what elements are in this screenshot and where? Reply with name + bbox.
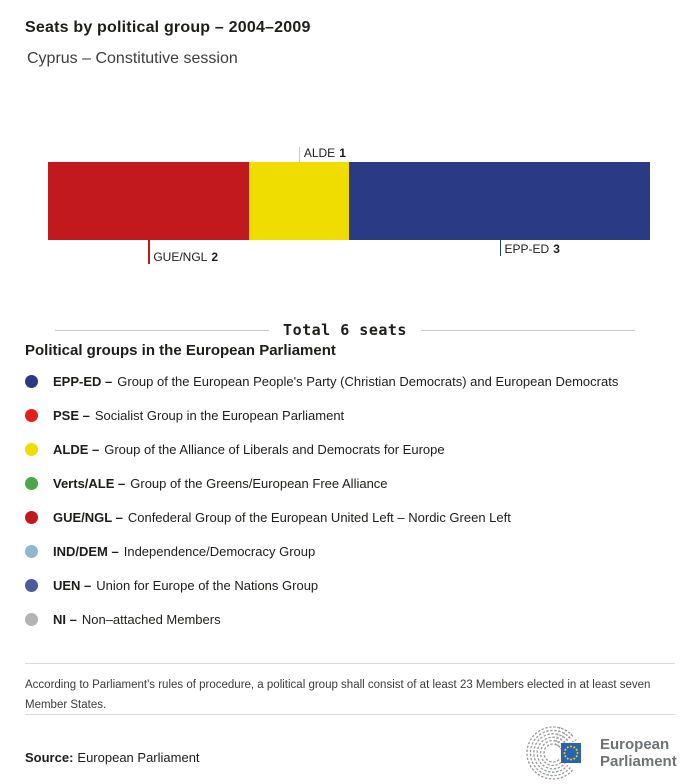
- legend-dot-verts-ale: [25, 476, 38, 490]
- bar-tick-gue-ngl: [148, 240, 150, 264]
- legend-dot-epp-ed: [25, 374, 38, 388]
- legend-dot-alde: [25, 442, 38, 456]
- seats-chart: GUE/NGL 2 ALDE 1 EPP-ED 3: [48, 140, 650, 270]
- legend-item-name: UEN –: [53, 577, 92, 593]
- legend-item-name: NI –: [53, 611, 77, 627]
- footnote-divider-bottom: [25, 714, 675, 715]
- legend-item-desc: Group of the European People's Party (Ch…: [117, 373, 619, 389]
- hemicycle-icon: [526, 726, 581, 780]
- source-line: Source: European Parliament: [25, 750, 200, 765]
- legend-dot-uen: [25, 578, 38, 592]
- footnote-divider-top: [25, 663, 675, 664]
- european-parliament-logo: European Parliament: [522, 726, 677, 780]
- legend-item-uen: UEN – Union for Europe of the Nations Gr…: [25, 568, 685, 602]
- legend-item-desc: Independence/Democracy Group: [123, 543, 316, 559]
- legend-item-desc: Socialist Group in the European Parliame…: [94, 407, 345, 423]
- divider-line-left: [55, 329, 270, 331]
- bar-segment-epp-ed: [348, 162, 650, 240]
- legend-item-name: EPP-ED –: [53, 373, 113, 389]
- page-subtitle: Cyprus – Constitutive session: [27, 50, 238, 67]
- legend-item-ind-dem: IND/DEM – Independence/Democracy Group: [25, 534, 685, 568]
- logo-word-2: Parliament: [600, 753, 677, 770]
- legend-item-desc: Non–attached Members: [81, 611, 221, 627]
- legend-item-gue-ngl: GUE/NGL – Confederal Group of the Europe…: [25, 500, 685, 534]
- logo-wordmark: European Parliament: [600, 736, 677, 770]
- total-seats-label: Total 6 seats: [283, 321, 407, 339]
- total-seats-divider: Total 6 seats: [55, 320, 635, 340]
- legend-item-ni: NI – Non–attached Members: [25, 602, 685, 636]
- bar-tick-epp-ed: [499, 240, 501, 256]
- logo-word-1: European: [600, 736, 670, 753]
- legend-item-name: GUE/NGL –: [53, 509, 123, 525]
- legend-item-name: Verts/ALE –: [53, 475, 126, 491]
- bar-label-epp-ed: EPP-ED 3: [504, 242, 560, 256]
- divider-line-right: [420, 329, 635, 331]
- legend-dot-ni: [25, 612, 38, 626]
- legend-item-desc: Group of the Alliance of Liberals and De…: [104, 441, 445, 457]
- stacked-bar: [48, 162, 650, 240]
- bar-label-gue-ngl: GUE/NGL 2: [153, 250, 219, 264]
- legend-item-name: ALDE –: [53, 441, 100, 457]
- legend-item-epp-ed: EPP-ED – Group of the European People's …: [25, 364, 685, 398]
- legend-list: EPP-ED – Group of the European People's …: [25, 364, 685, 636]
- legend-dot-ind-dem: [25, 544, 38, 558]
- legend-dot-pse: [25, 408, 38, 422]
- legend-item-verts-ale: Verts/ALE – Group of the Greens/European…: [25, 466, 685, 500]
- page-title: Seats by political group – 2004–2009: [25, 19, 311, 36]
- eu-stars: [563, 745, 579, 761]
- legend-item-desc: Group of the Greens/European Free Allian…: [130, 475, 388, 491]
- bar-segment-gue-ngl: [48, 162, 249, 240]
- legend-item-pse: PSE – Socialist Group in the European Pa…: [25, 398, 685, 432]
- bar-tick-alde: [298, 147, 301, 162]
- legend-dot-gue-ngl: [25, 510, 38, 524]
- source-value: European Parliament: [77, 750, 200, 765]
- legend-item-alde: ALDE – Group of the Alliance of Liberals…: [25, 432, 685, 466]
- bar-segment-alde: [248, 162, 349, 240]
- legend-item-name: IND/DEM –: [53, 543, 119, 559]
- eu-flag-square: [561, 743, 581, 763]
- legend-heading: Political groups in the European Parliam…: [25, 342, 336, 359]
- footnote-text: According to Parliament's rules of proce…: [25, 679, 651, 711]
- source-label: Source:: [25, 750, 74, 765]
- legend-item-desc: Union for Europe of the Nations Group: [96, 577, 319, 593]
- legend-item-name: PSE –: [53, 407, 90, 423]
- legend-item-desc: Confederal Group of the European United …: [127, 509, 511, 525]
- bar-label-alde: ALDE 1: [303, 146, 346, 160]
